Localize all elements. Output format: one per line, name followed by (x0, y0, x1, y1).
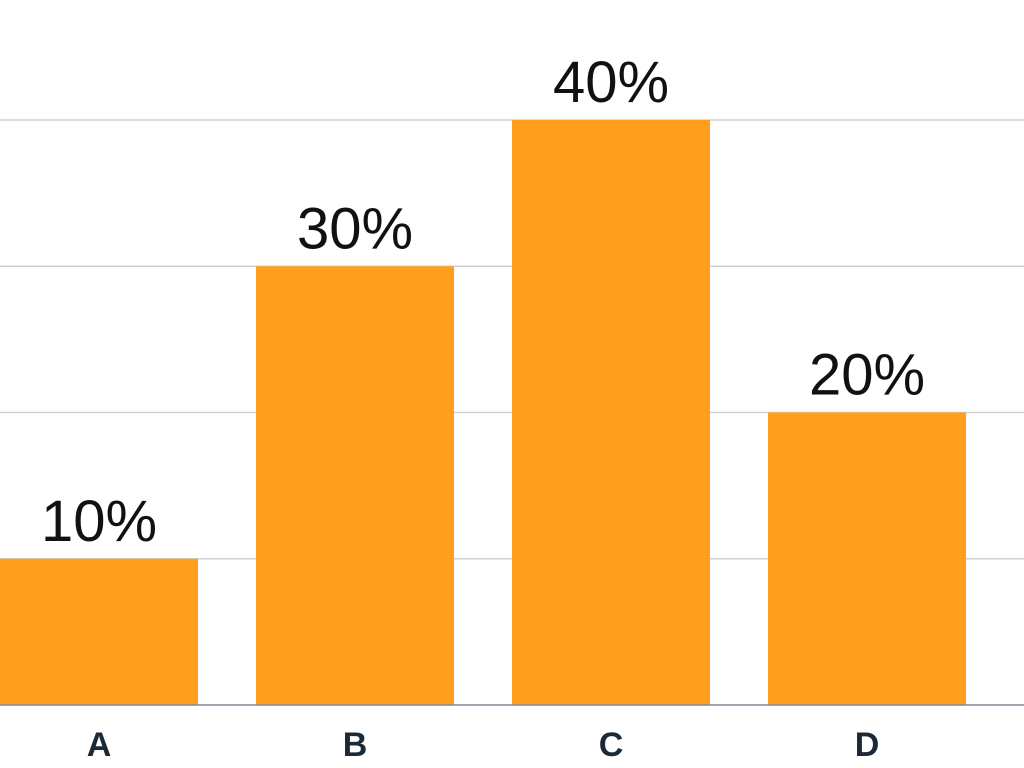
bar-b (256, 266, 454, 705)
category-labels: A B C D (87, 726, 880, 764)
bar-a (0, 558, 198, 705)
data-label-d: 20% (809, 343, 925, 408)
bar-c (512, 120, 710, 705)
category-label-d: D (855, 726, 880, 764)
data-label-a: 10% (41, 489, 157, 554)
category-label-a: A (87, 726, 112, 764)
data-label-b: 30% (297, 196, 413, 261)
bars (0, 120, 966, 705)
data-labels: 10% 30% 40% 20% (41, 50, 925, 554)
category-label-c: C (599, 726, 624, 764)
category-label-b: B (343, 726, 368, 764)
bar-d (768, 412, 966, 705)
data-label-c: 40% (553, 50, 669, 115)
